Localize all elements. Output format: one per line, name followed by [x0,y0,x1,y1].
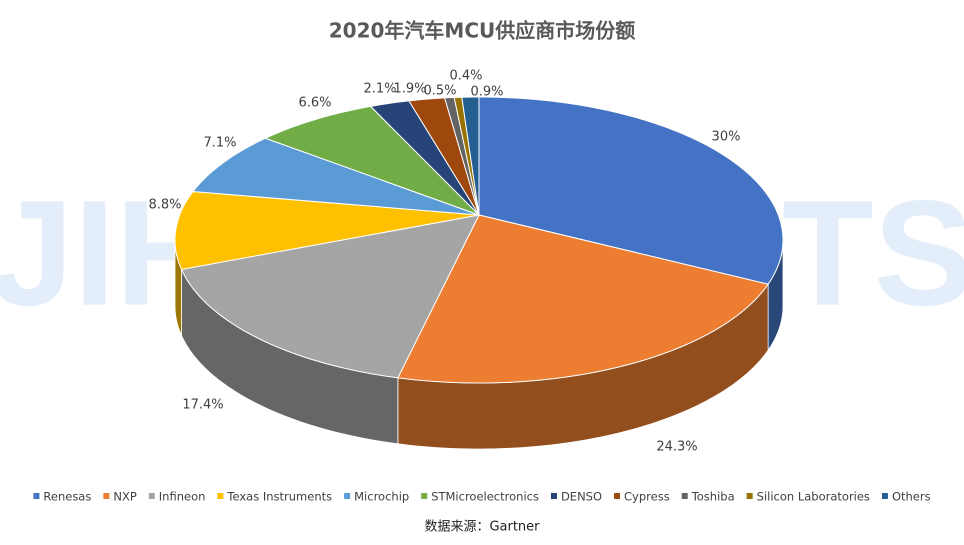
data-label: 17.4% [182,398,223,413]
slice [408,97,480,216]
legend-swatch [217,493,224,499]
legend-swatch [148,493,155,499]
slice [180,214,480,379]
data-label: 0.5% [423,84,456,99]
legend-swatch [344,493,351,499]
legend-label: Silicon Laboratories [757,490,870,504]
chart-title: 2020年汽车MCU供应商市场份额 [329,19,635,43]
legend-label: DENSO [561,490,602,504]
data-label: 2.1% [363,82,396,97]
legend-label: Cypress [624,490,670,504]
slice [397,214,769,384]
legend-label: Microchip [354,490,409,504]
data-label: 1.9% [393,82,426,97]
legend-label: Others [892,490,931,504]
data-label: 6.6% [298,96,331,111]
legend-label: Toshiba [691,490,735,504]
legend-label: Infineon [159,490,206,504]
slice [264,105,480,216]
legend-swatch [421,493,428,499]
slice [192,137,480,216]
legend-swatch [33,493,40,499]
legend-label: Texas Instruments [226,490,332,504]
data-label: 24.3% [656,440,697,455]
legend-label: Renesas [43,490,91,504]
legend-swatch [881,493,888,499]
legend-swatch [550,493,557,499]
slice [461,96,480,216]
legend: Renesas NXP Infineon Texas Instruments Micro… [33,490,931,504]
data-label: 8.8% [148,198,181,213]
legend-swatch [746,493,753,499]
data-label: 0.9% [470,85,503,100]
source: 数据来源：Gartner [424,520,540,535]
legend-swatch [103,493,110,499]
legend-label: STMicroelectronics [431,490,539,504]
slice [478,96,784,285]
data-label: 0.4% [449,69,482,84]
legend-swatch [681,493,688,499]
slice [369,100,480,216]
data-label: 30% [712,130,741,145]
data-label: 7.1% [203,136,236,151]
legend-swatch [614,493,621,499]
legend-label: NXP [113,490,136,504]
slice [174,191,480,271]
